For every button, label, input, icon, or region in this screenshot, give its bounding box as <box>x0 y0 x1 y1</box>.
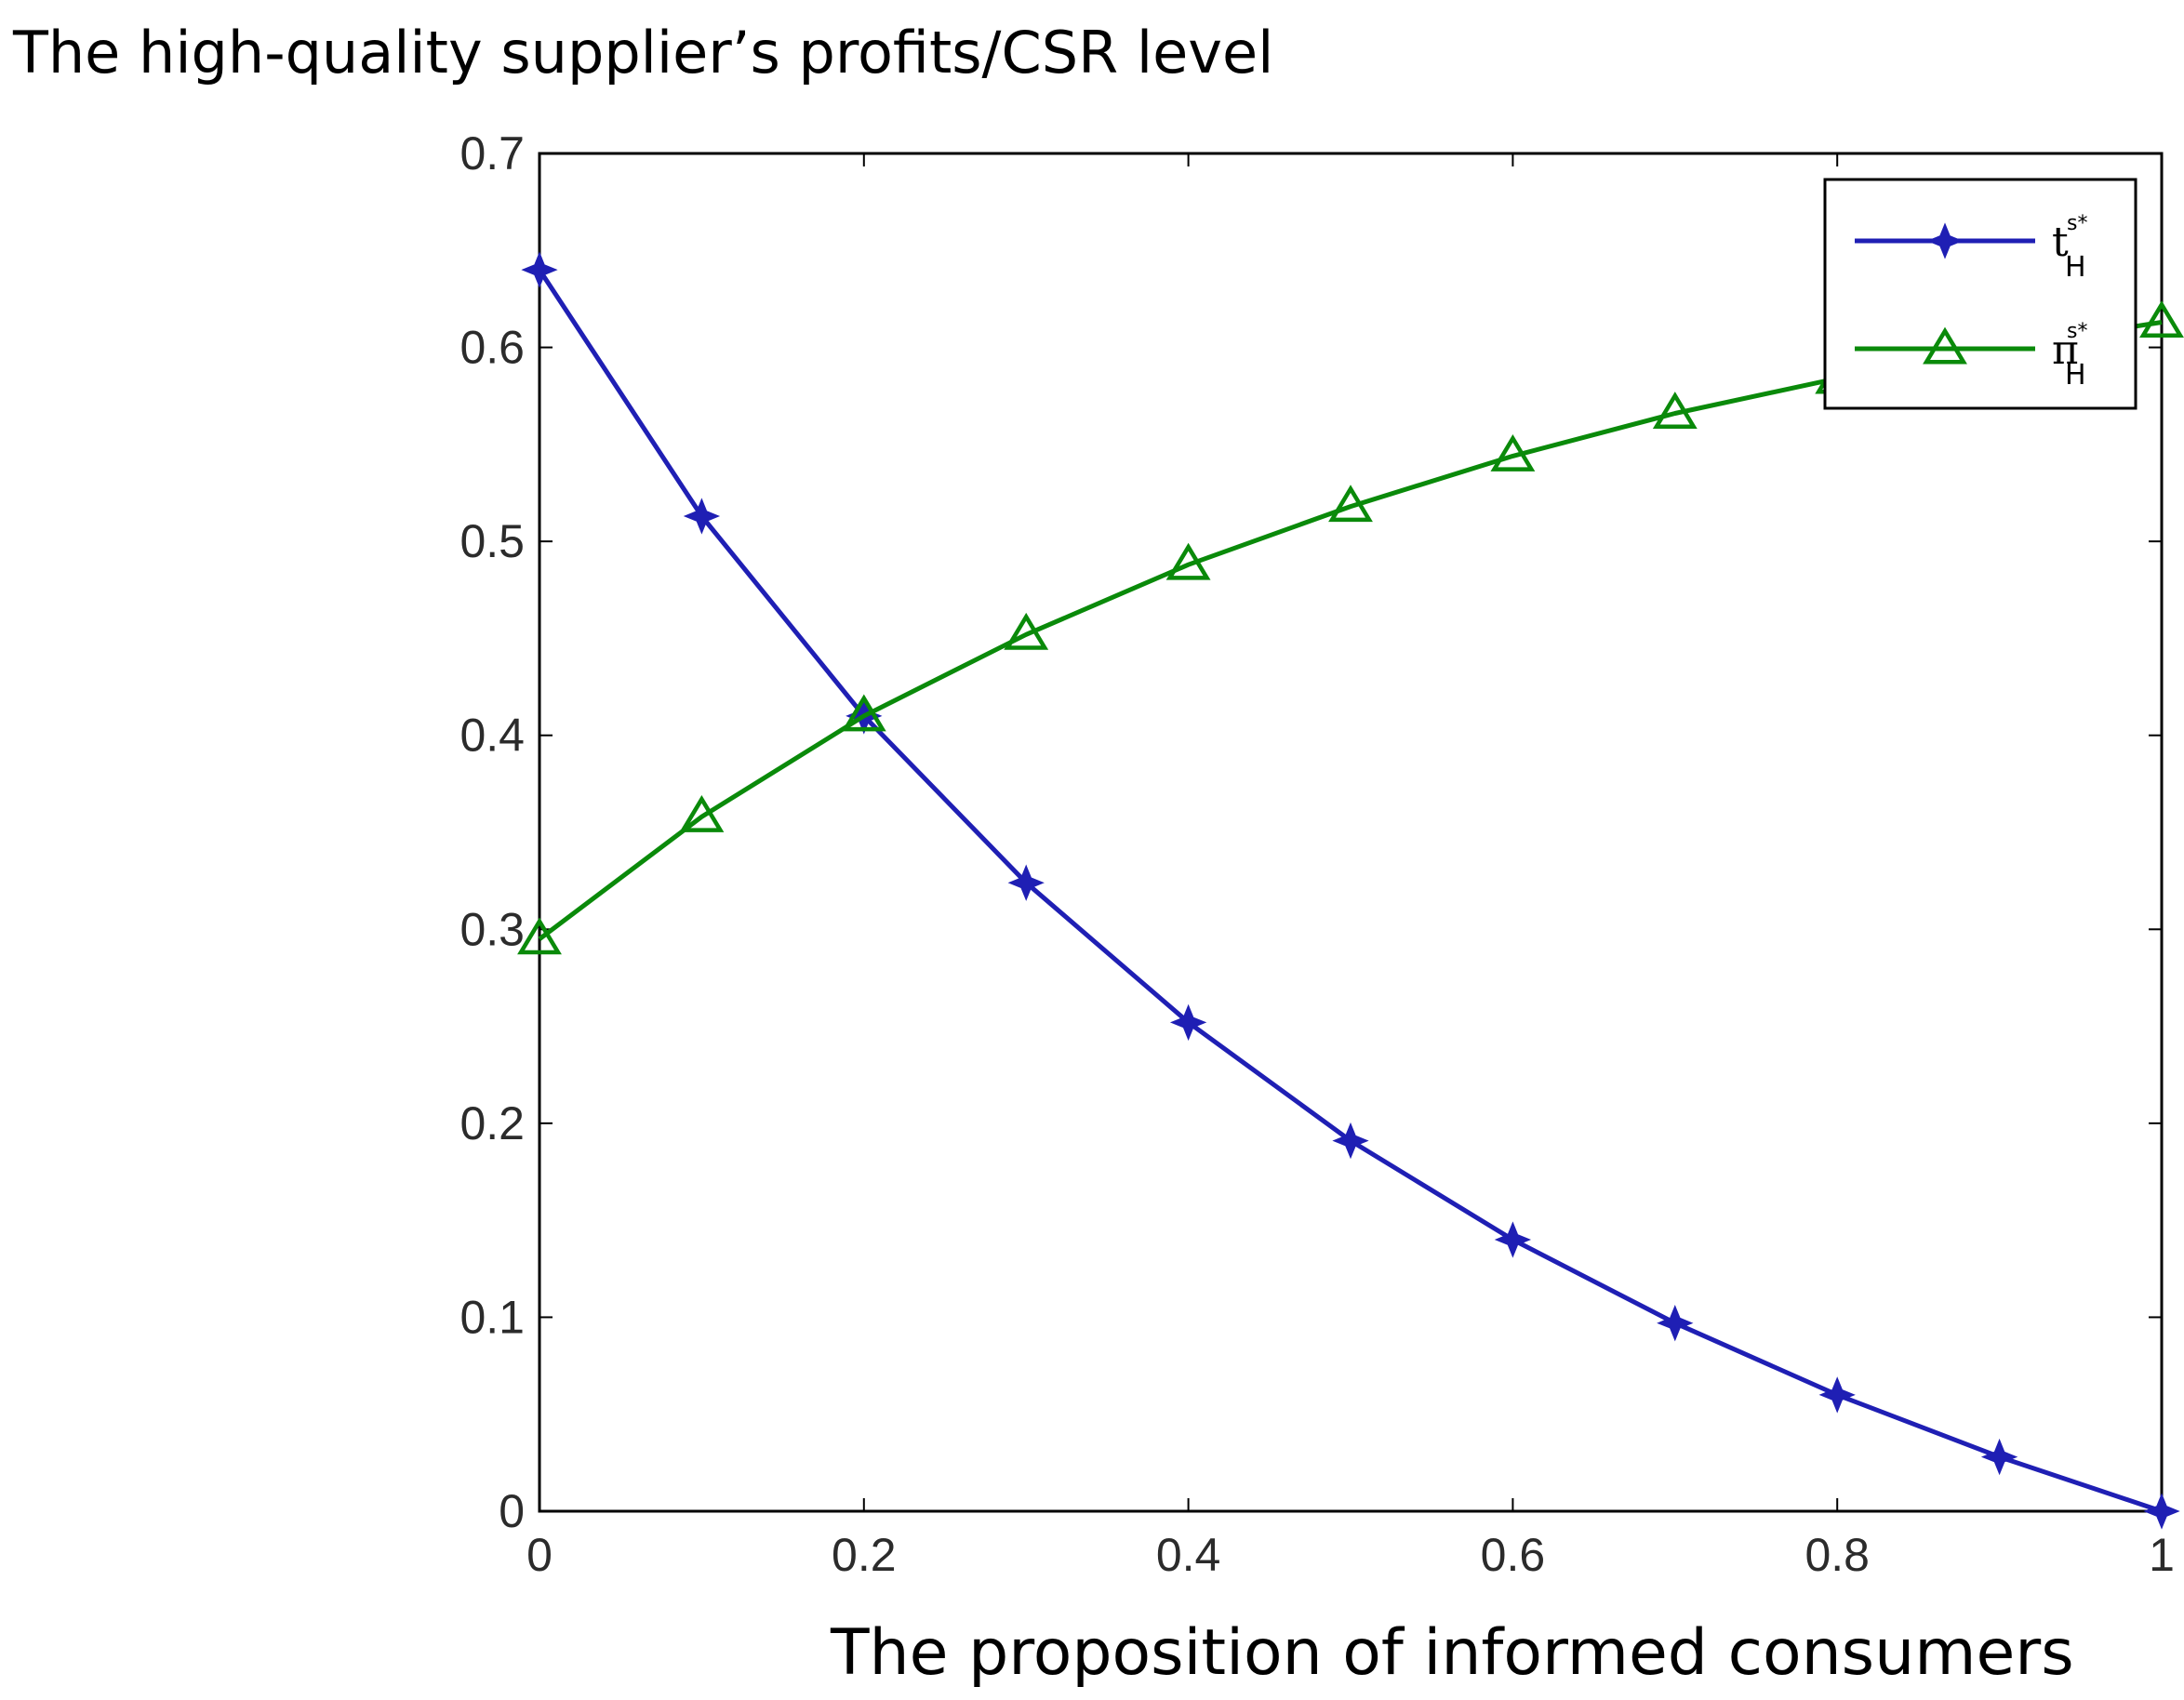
x-tick-label: 0.6 <box>1481 1529 1546 1581</box>
data-point <box>1980 1438 2018 1476</box>
y-tick-label: 0.6 <box>459 322 525 374</box>
legend-entry: πs* H <box>1855 320 2087 392</box>
data-point <box>679 794 725 832</box>
data-point <box>1494 1221 1532 1258</box>
chart-title: The high-quality supplier’s profits/CSR … <box>12 19 1273 86</box>
data-point <box>1165 542 1211 580</box>
legend-box <box>1823 178 2137 410</box>
data-point <box>683 498 721 535</box>
data-point <box>517 917 562 955</box>
x-axis-label: The proposition of informed consumers <box>830 1616 2074 1690</box>
legend-label: π <box>2052 326 2079 374</box>
legend-label: t <box>2052 219 2069 266</box>
data-point <box>1652 392 1698 429</box>
legend-superscript: s* <box>2067 212 2087 235</box>
data-point <box>1007 864 1045 901</box>
x-tick-label: 1 <box>2149 1529 2175 1581</box>
legend-marker <box>1923 326 1967 365</box>
legend-subscript: H <box>2065 251 2086 284</box>
data-point <box>1169 1003 1207 1042</box>
legend-entry: ts* H <box>1855 212 2087 284</box>
y-tick-label: 0.1 <box>459 1291 525 1343</box>
y-tick-label: 0 <box>499 1485 525 1537</box>
data-point <box>1657 1305 1694 1342</box>
data-point <box>1490 433 1536 471</box>
y-tick-label: 0.3 <box>459 903 525 955</box>
y-tick-label: 0.4 <box>459 710 525 762</box>
legend-superscript: s* <box>2067 320 2087 343</box>
y-tick-label: 0.5 <box>459 515 525 567</box>
x-axis-ticks: 0 0.2 0.4 0.6 0.8 1 <box>526 153 2175 1581</box>
legend-subscript: H <box>2065 359 2086 392</box>
y-axis-ticks: 0 0.1 0.2 0.3 0.4 0.5 0.6 0.7 <box>459 127 2162 1537</box>
x-tick-label: 0.2 <box>832 1529 897 1581</box>
y-tick-label: 0.7 <box>459 127 525 179</box>
data-point <box>521 251 558 288</box>
data-point <box>841 694 886 732</box>
data-point <box>2139 300 2184 338</box>
x-tick-label: 0.4 <box>1156 1529 1221 1581</box>
data-point <box>1328 485 1373 523</box>
x-tick-label: 0 <box>526 1529 553 1581</box>
data-point <box>1004 612 1049 650</box>
x-tick-label: 0.8 <box>1804 1529 1870 1581</box>
data-point <box>1818 1376 1856 1414</box>
y-tick-label: 0.2 <box>459 1097 525 1149</box>
data-point <box>1332 1122 1369 1160</box>
legend-marker <box>1926 222 1964 259</box>
legend: ts*Hπs*H <box>1823 178 2137 410</box>
data-point <box>2143 1493 2180 1530</box>
